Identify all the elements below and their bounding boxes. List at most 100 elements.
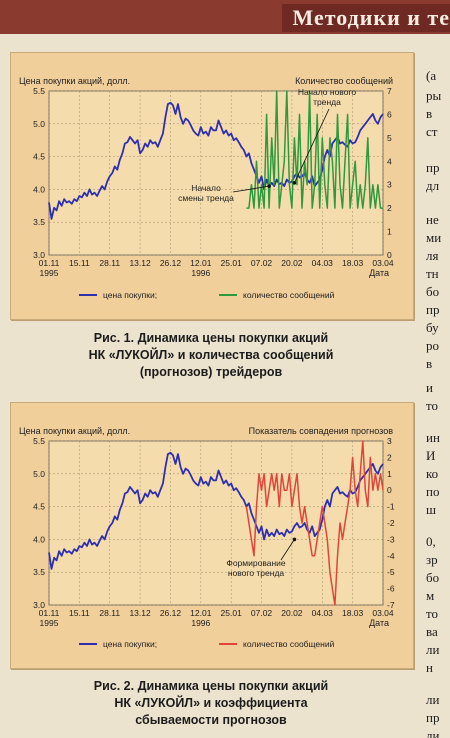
x-tick-label: 20.02 — [281, 258, 303, 268]
left-y-tick-label: 4.0 — [33, 184, 45, 194]
right-axis-label: Показатель совпадения прогнозов — [249, 426, 394, 436]
header-title: Методики и те — [282, 4, 450, 32]
annotation-text: Начало нового — [298, 87, 356, 97]
right-y-tick-label: -2 — [387, 518, 395, 528]
side-text-fragment: не — [426, 212, 439, 227]
left-y-tick-label: 3.5 — [33, 567, 45, 577]
figure-1: 3.0 3.5 4.0 4.5 5.0 5.5 01.11 15.11 28.11 13.12 26… — [10, 52, 414, 320]
x-year-label: 1995 — [40, 268, 59, 278]
side-text-fragment: зр — [426, 552, 438, 567]
x-tick-label: 28.11 — [99, 608, 120, 618]
header-bar: Методики и те — [0, 0, 450, 34]
side-text-fragment: в — [426, 356, 433, 371]
x-tick-label: 03.04 — [372, 608, 394, 618]
x-tick-label: 12.01 — [190, 258, 212, 268]
left-y-tick-label: 4.5 — [33, 152, 45, 162]
right-y-tick-label: -5 — [387, 567, 395, 577]
left-y-tick-label: 5.5 — [33, 436, 45, 446]
right-y-tick-label: 0 — [387, 250, 392, 260]
x-tick-label: 07.02 — [251, 608, 273, 618]
right-y-tick-label: 6 — [387, 109, 392, 119]
side-text-fragment: пр — [426, 710, 440, 725]
annotation-arrowhead — [267, 184, 271, 188]
x-tick-label: 25.01 — [221, 608, 243, 618]
x-tick-label: 15.11 — [69, 258, 90, 268]
annotation-arrow — [294, 108, 330, 184]
annotation-arrowhead — [292, 537, 297, 542]
left-y-tick-label: 5.5 — [33, 86, 45, 96]
caption-line: (прогнозов) трейдеров — [139, 365, 283, 379]
right-y-tick-label: 1 — [387, 227, 392, 237]
x-tick-label: 18.03 — [342, 608, 364, 618]
x-tick-label: 20.02 — [281, 608, 303, 618]
right-axis-label: Количество сообщений — [295, 76, 393, 86]
figure-2-caption: Рис. 2. Динамика цены покупки акций НК «… — [10, 678, 412, 729]
right-y-tick-label: -3 — [387, 534, 395, 544]
right-y-tick-label: 7 — [387, 86, 392, 96]
annotation-text: нового тренда — [228, 568, 285, 578]
x-tick-label: 04.03 — [312, 258, 334, 268]
x-tick-label: 25.01 — [221, 258, 243, 268]
annotation-text: смены тренда — [178, 193, 234, 203]
left-y-tick-label: 3.0 — [33, 600, 45, 610]
side-text-fragment: ми — [426, 230, 442, 245]
right-y-tick-label: 5 — [387, 133, 392, 143]
right-y-tick-label: -1 — [387, 502, 395, 512]
x-tick-label: 28.11 — [99, 258, 120, 268]
chart-2: 3.0 3.5 4.0 4.5 5.0 5.5 01.11 15.11 28.11 13.12 26… — [11, 403, 413, 668]
side-text-fragment: ин — [426, 430, 440, 445]
figure-2: 3.0 3.5 4.0 4.5 5.0 5.5 01.11 15.11 28.11 13.12 26… — [10, 402, 414, 669]
legend-label: цена покупки; — [103, 639, 157, 649]
left-y-tick-label: 4.5 — [33, 502, 45, 512]
side-text-fragment: (а — [426, 68, 437, 83]
right-y-tick-label: -6 — [387, 584, 395, 594]
side-text-fragment: бо — [426, 284, 440, 299]
caption-line: НК «ЛУКОЙЛ» и количества сообщений — [88, 348, 334, 362]
right-y-tick-label: 0 — [387, 485, 392, 495]
annotation-arrow — [232, 185, 270, 193]
right-y-tick-label: 3 — [387, 436, 392, 446]
side-text-fragment: 0, — [426, 534, 436, 549]
x-tick-label: 26.12 — [160, 608, 182, 618]
annotation-text: тренда — [313, 97, 341, 107]
series-line-2 — [245, 440, 384, 606]
right-y-tick-label: 4 — [387, 156, 392, 166]
side-text-fragment: то — [426, 606, 439, 621]
left-axis-label: Цена покупки акций, долл. — [19, 426, 130, 436]
annotation-text: Формирование — [226, 558, 286, 568]
right-y-tick-label: -4 — [387, 551, 395, 561]
x-tick-label: 13.12 — [129, 258, 151, 268]
right-y-tick-label: 3 — [387, 180, 392, 190]
side-text-fragment: бу — [426, 320, 439, 335]
x-year-label: 1996 — [191, 268, 210, 278]
side-text-fragment: ш — [426, 502, 437, 517]
x-tick-label: 07.02 — [251, 258, 273, 268]
chart-1: 3.03.54.04.55.05.501.11 15.11 28.11 13.12 26… — [11, 53, 413, 319]
side-text-fragment: ля — [426, 248, 439, 263]
series-line-2 — [246, 90, 383, 209]
left-y-tick-label: 5.0 — [33, 119, 45, 129]
caption-line: НК «ЛУКОЙЛ» и коэффициента — [114, 696, 308, 710]
side-text-fragment: ва — [426, 624, 438, 639]
x-year-label: 1996 — [191, 618, 210, 628]
plot-area — [48, 440, 384, 606]
annotation-arrow — [280, 539, 295, 561]
x-tick-label: 03.04 — [372, 258, 394, 268]
side-text-fragment: ли — [426, 642, 440, 657]
side-text-fragment: н — [426, 660, 433, 675]
side-text-fragment: ли — [426, 728, 440, 738]
right-y-tick-label: 2 — [387, 203, 392, 213]
side-text-fragment: то — [426, 398, 439, 413]
side-text-fragment: ры — [426, 88, 442, 103]
legend-label: количество сообщений — [243, 290, 335, 300]
side-text-fragment: м — [426, 588, 435, 603]
legend-label: количество сообщений — [243, 639, 335, 649]
x-tick-label: 01.11 — [39, 608, 60, 618]
x-tick-label: 12.01 — [190, 608, 212, 618]
x-tick-label: 01.11 — [39, 258, 60, 268]
x-year-label: 1995 — [40, 618, 59, 628]
side-text-fragment: бо — [426, 570, 440, 585]
side-text-fragment: ст — [426, 124, 438, 139]
x-tick-label: 04.03 — [312, 608, 334, 618]
legend-label: цена покупки; — [103, 290, 157, 300]
